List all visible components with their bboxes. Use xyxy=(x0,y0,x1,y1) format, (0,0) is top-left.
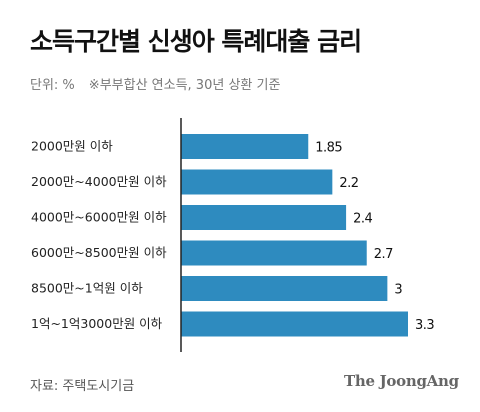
value-label: 1.85 xyxy=(315,141,342,156)
value-label: 3 xyxy=(394,283,402,298)
bars-group: 2000만원 이하 1.85 2000만~4000만원 이하 2.2 4000만~600… xyxy=(31,134,435,337)
category-label: 6000만~8500만원 이하 xyxy=(31,245,167,260)
publisher-logo: The JoongAng xyxy=(344,372,459,390)
basis-note: ※부부합산 연소득, 30년 상환 기준 xyxy=(88,78,281,93)
chart-title: 소득구간별 신생아 특례대출 금리 xyxy=(30,27,362,56)
category-label: 2000만원 이하 xyxy=(31,139,113,154)
bar xyxy=(181,169,333,195)
value-label: 2.7 xyxy=(374,247,393,262)
value-label: 3.3 xyxy=(415,318,434,333)
bar xyxy=(181,311,408,337)
category-label: 2000만~4000만원 이하 xyxy=(31,174,167,189)
value-label: 2.4 xyxy=(353,212,372,227)
chart-subtitle: 단위: % ※부부합산 연소득, 30년 상환 기준 xyxy=(30,74,280,93)
value-label: 2.2 xyxy=(339,176,358,191)
unit-label: 단위: % xyxy=(30,78,75,93)
category-label: 8500만~1억원 이하 xyxy=(31,281,143,296)
bar xyxy=(181,276,388,301)
bar xyxy=(181,134,309,159)
bar xyxy=(181,205,347,230)
category-label: 1억~1억3000만원 이하 xyxy=(31,316,163,331)
bar xyxy=(181,240,367,266)
category-label: 4000만~6000만원 이하 xyxy=(31,210,167,225)
source-label: 자료: 주택도시기금 xyxy=(30,379,135,394)
